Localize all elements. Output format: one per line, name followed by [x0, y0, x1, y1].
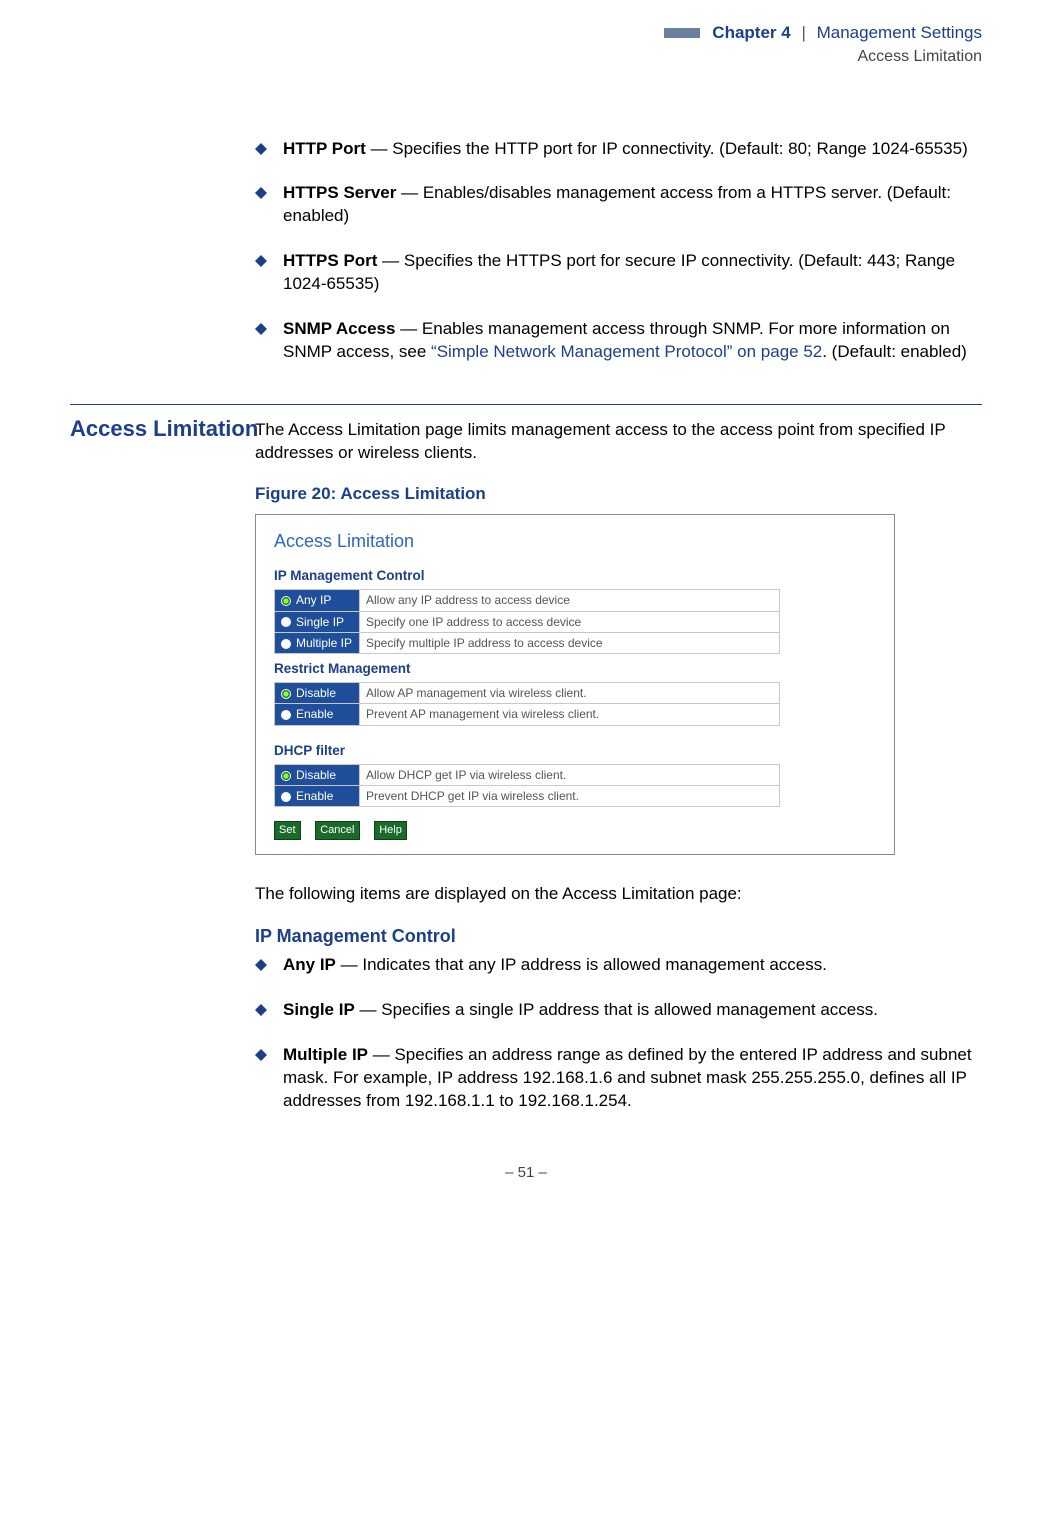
table-row: Disable Allow DHCP get IP via wireless c…: [275, 764, 780, 785]
diamond-bullet-icon: [255, 187, 267, 199]
chapter-label: Chapter 4: [712, 23, 790, 42]
option-label: Disable: [296, 686, 336, 700]
option-cell[interactable]: Disable: [275, 764, 360, 785]
option-desc: Allow any IP address to access device: [360, 590, 780, 611]
radio-selected-icon: [281, 596, 291, 606]
setting-term: Any IP: [283, 955, 336, 974]
setting-desc: — Specifies the HTTPS port for secure IP…: [283, 251, 955, 293]
subsection-heading: IP Management Control: [255, 924, 982, 948]
setting-desc: — Indicates that any IP address is allow…: [336, 955, 827, 974]
setting-list-subsection: Any IP — Indicates that any IP address i…: [255, 954, 982, 1113]
option-desc: Specify one IP address to access device: [360, 611, 780, 632]
list-item: Multiple IP — Specifies an address range…: [255, 1044, 982, 1113]
figure-caption: Figure 20: Access Limitation: [255, 483, 982, 506]
radio-unselected-icon: [281, 639, 291, 649]
setting-term: HTTPS Server: [283, 183, 396, 202]
list-item: HTTPS Port — Specifies the HTTPS port fo…: [255, 250, 982, 296]
option-desc: Specify multiple IP address to access de…: [360, 632, 780, 653]
help-button[interactable]: Help: [374, 821, 407, 840]
diamond-bullet-icon: [255, 143, 267, 155]
section-access-limitation: Access Limitation The Access Limitation …: [255, 419, 982, 1113]
table-row: Any IP Allow any IP address to access de…: [275, 590, 780, 611]
option-cell[interactable]: Enable: [275, 704, 360, 725]
section-body: The Access Limitation page limits manage…: [255, 419, 982, 1113]
page-number: – 51 –: [70, 1163, 982, 1183]
setting-term: HTTPS Port: [283, 251, 377, 270]
setting-desc: — Specifies an address range as defined …: [283, 1045, 972, 1110]
screenshot-group-label: Restrict Management: [274, 660, 876, 678]
setting-term: SNMP Access: [283, 319, 395, 338]
diamond-bullet-icon: [255, 1004, 267, 1016]
setting-term: Multiple IP: [283, 1045, 368, 1064]
setting-term: Single IP: [283, 1000, 355, 1019]
chapter-subtitle: Access Limitation: [70, 46, 982, 68]
option-label: Disable: [296, 768, 336, 782]
list-item: Any IP — Indicates that any IP address i…: [255, 954, 982, 977]
setting-desc: — Specifies the HTTP port for IP connect…: [366, 139, 968, 158]
option-label: Enable: [296, 707, 333, 721]
section-divider: [70, 404, 982, 405]
list-item: SNMP Access — Enables management access …: [255, 318, 982, 364]
figure-screenshot: Access Limitation IP Management Control …: [255, 514, 895, 855]
option-cell[interactable]: Any IP: [275, 590, 360, 611]
cross-reference-link[interactable]: “Simple Network Management Protocol” on …: [431, 342, 822, 361]
diamond-bullet-icon: [255, 1049, 267, 1061]
option-cell[interactable]: Enable: [275, 785, 360, 806]
option-label: Enable: [296, 789, 333, 803]
setting-term: HTTP Port: [283, 139, 366, 158]
table-row: Disable Allow AP management via wireless…: [275, 683, 780, 704]
header-tab-decoration: [664, 28, 700, 38]
radio-unselected-icon: [281, 617, 291, 627]
option-cell[interactable]: Multiple IP: [275, 632, 360, 653]
option-desc: Prevent AP management via wireless clien…: [360, 704, 780, 725]
option-cell[interactable]: Disable: [275, 683, 360, 704]
screenshot-title: Access Limitation: [274, 529, 876, 553]
list-item: Single IP — Specifies a single IP addres…: [255, 999, 982, 1022]
radio-selected-icon: [281, 689, 291, 699]
page-header: Chapter 4 | Management Settings Access L…: [70, 22, 982, 68]
header-bar: Chapter 4 | Management Settings: [70, 22, 982, 45]
screenshot-option-table: Disable Allow DHCP get IP via wireless c…: [274, 764, 780, 807]
list-item: HTTPS Server — Enables/disables manageme…: [255, 182, 982, 228]
radio-selected-icon: [281, 771, 291, 781]
option-label: Single IP: [296, 615, 344, 629]
section-intro: The Access Limitation page limits manage…: [255, 419, 982, 465]
screenshot-option-table: Disable Allow AP management via wireless…: [274, 682, 780, 725]
list-item: HTTP Port — Specifies the HTTP port for …: [255, 138, 982, 161]
chapter-title: Management Settings: [817, 23, 982, 42]
radio-unselected-icon: [281, 710, 291, 720]
content-column: HTTP Port — Specifies the HTTP port for …: [255, 138, 982, 1114]
option-cell[interactable]: Single IP: [275, 611, 360, 632]
screenshot-option-table: Any IP Allow any IP address to access de…: [274, 589, 780, 654]
diamond-bullet-icon: [255, 323, 267, 335]
diamond-bullet-icon: [255, 255, 267, 267]
option-label: Multiple IP: [296, 636, 352, 650]
table-row: Enable Prevent AP management via wireles…: [275, 704, 780, 725]
setting-desc-after: . (Default: enabled): [822, 342, 967, 361]
table-row: Enable Prevent DHCP get IP via wireless …: [275, 785, 780, 806]
option-label: Any IP: [296, 593, 331, 607]
chapter-separator: |: [801, 23, 805, 42]
cancel-button[interactable]: Cancel: [315, 821, 359, 840]
option-desc: Prevent DHCP get IP via wireless client.: [360, 785, 780, 806]
following-items-text: The following items are displayed on the…: [255, 883, 982, 906]
set-button[interactable]: Set: [274, 821, 301, 840]
section-heading: Access Limitation: [70, 414, 258, 444]
diamond-bullet-icon: [255, 959, 267, 971]
setting-list-top: HTTP Port — Specifies the HTTP port for …: [255, 138, 982, 365]
setting-desc: — Specifies a single IP address that is …: [355, 1000, 878, 1019]
page-container: Chapter 4 | Management Settings Access L…: [0, 0, 1052, 1223]
option-desc: Allow DHCP get IP via wireless client.: [360, 764, 780, 785]
table-row: Multiple IP Specify multiple IP address …: [275, 632, 780, 653]
table-row: Single IP Specify one IP address to acce…: [275, 611, 780, 632]
option-desc: Allow AP management via wireless client.: [360, 683, 780, 704]
screenshot-button-row: Set Cancel Help: [274, 817, 876, 840]
radio-unselected-icon: [281, 792, 291, 802]
screenshot-group-label: DHCP filter: [274, 742, 876, 760]
screenshot-group-label: IP Management Control: [274, 567, 876, 585]
